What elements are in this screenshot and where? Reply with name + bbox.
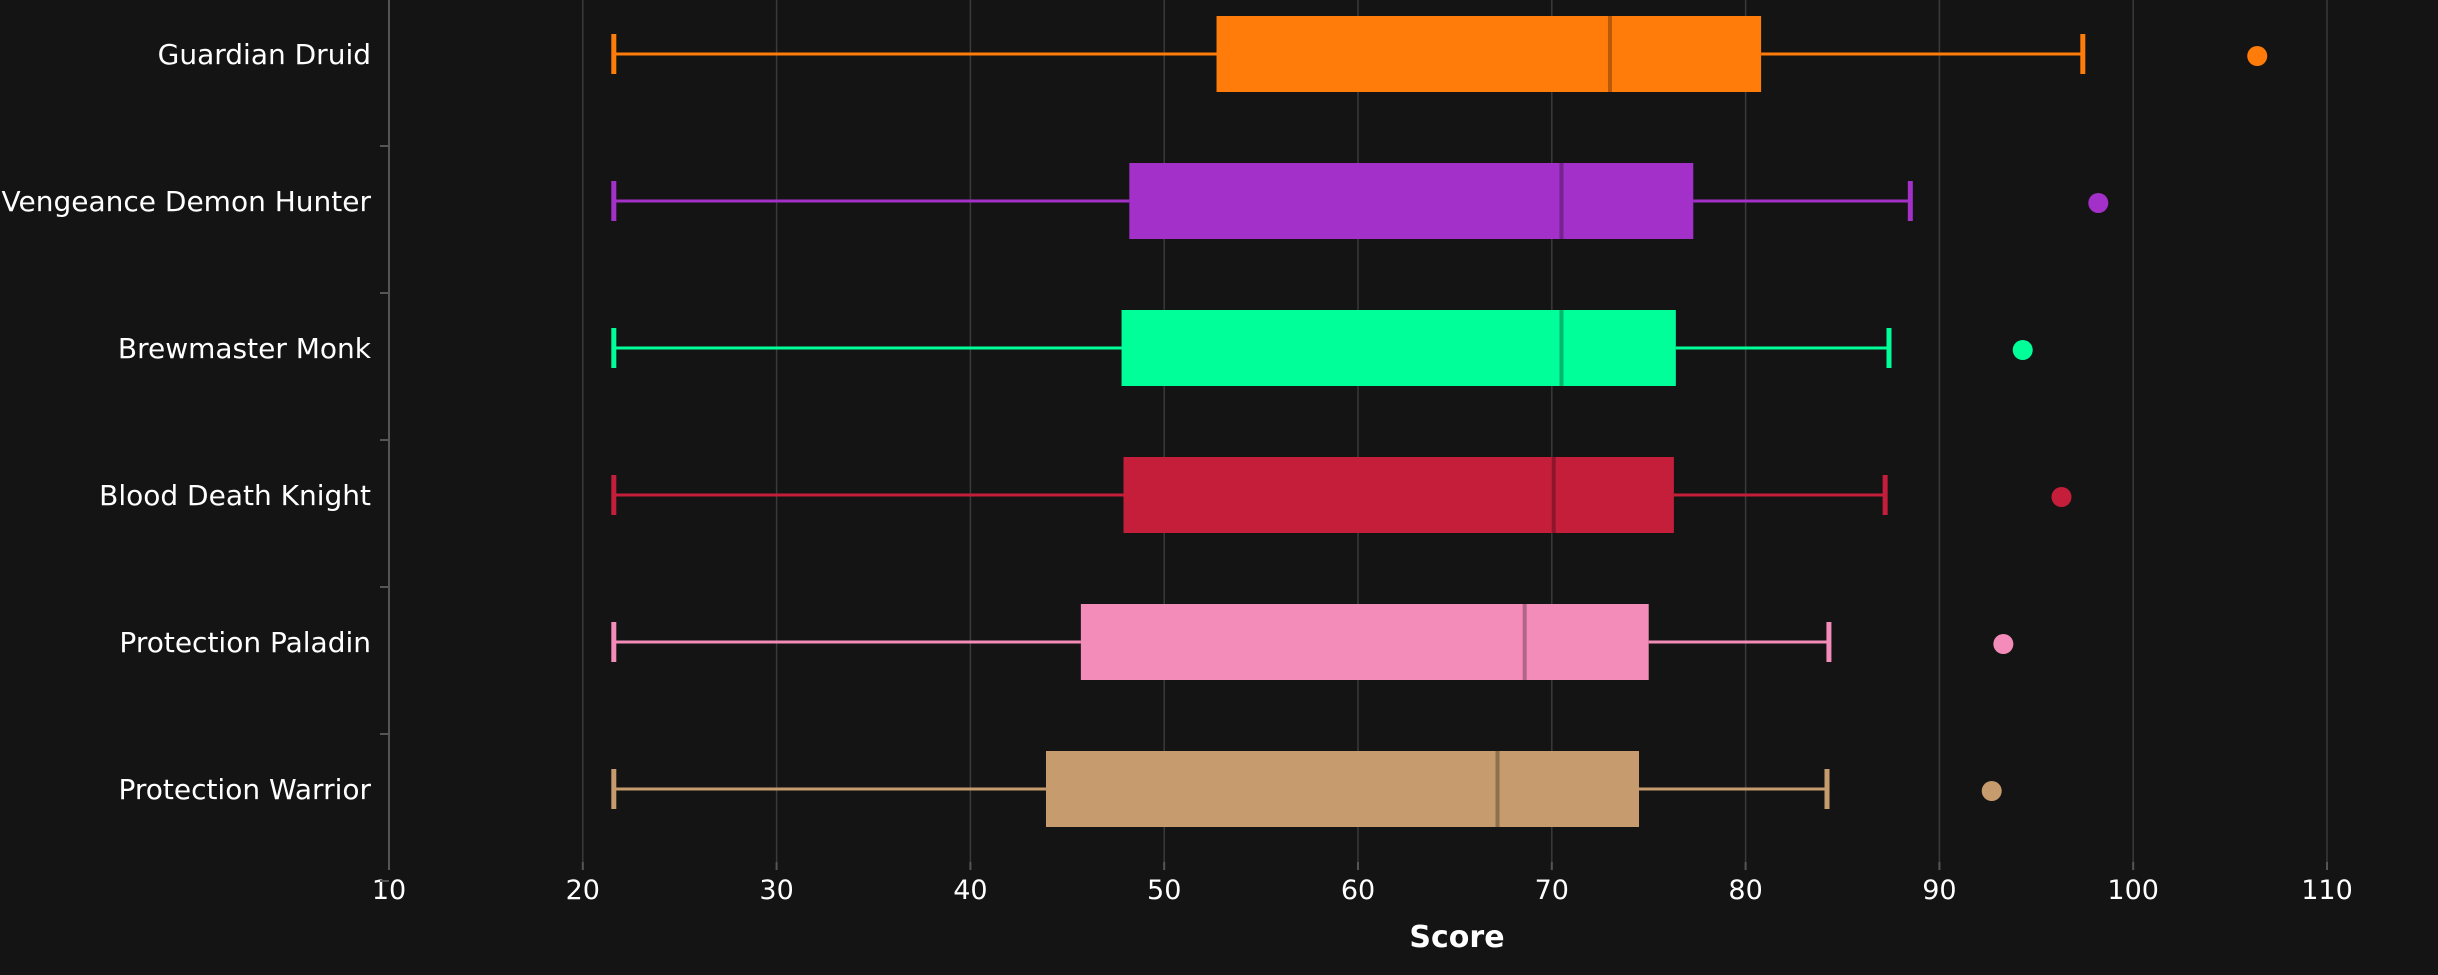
x-tick-label-60: 60 — [1341, 875, 1375, 906]
box-brewmaster-monk — [611, 310, 2033, 386]
iqr-box-protection-paladin — [1080, 604, 1649, 680]
outlier-brewmaster-monk-0 — [2012, 340, 2033, 360]
x-axis-title: Score — [1409, 920, 1504, 955]
box-protection-paladin — [611, 604, 2014, 680]
iqr-box-guardian-druid — [1216, 16, 1762, 92]
x-tick-label-110: 110 — [2301, 875, 2353, 906]
outlier-blood-death-knight-0 — [2051, 487, 2072, 507]
x-tick-label-20: 20 — [566, 875, 600, 906]
outlier-protection-paladin-0 — [1993, 634, 2014, 654]
box-protection-warrior — [611, 751, 2002, 827]
category-label-vengeance-demon-hunter: Vengeance Demon Hunter — [2, 185, 372, 218]
iqr-box-brewmaster-monk — [1121, 310, 1676, 386]
x-tick-label-100: 100 — [2107, 875, 2159, 906]
category-label-blood-death-knight: Blood Death Knight — [99, 479, 371, 512]
category-label-brewmaster-monk: Brewmaster Monk — [118, 332, 372, 365]
grid-layer — [582, 0, 2328, 862]
outlier-vengeance-demon-hunter-0 — [2088, 193, 2109, 213]
iqr-box-protection-warrior — [1045, 751, 1640, 827]
x-tick-label-80: 80 — [1728, 875, 1762, 906]
x-tick-label-10: 10 — [372, 875, 406, 906]
x-tick-label-30: 30 — [759, 875, 793, 906]
box-vengeance-demon-hunter — [611, 163, 2109, 239]
category-label-protection-warrior: Protection Warrior — [118, 773, 371, 806]
x-tick-label-50: 50 — [1147, 875, 1181, 906]
box-guardian-druid — [611, 16, 2268, 92]
box-blood-death-knight — [611, 457, 2072, 533]
category-label-guardian-druid: Guardian Druid — [158, 38, 371, 71]
axis-layer: 10 20 30 40 50 60 70 80 90 100 110 — [372, 0, 2353, 906]
outlier-guardian-druid-0 — [2247, 46, 2268, 66]
label-layer: Guardian Druid Vengeance Demon Hunter Brew… — [2, 38, 372, 806]
x-tick-label-90: 90 — [1922, 875, 1956, 906]
x-tick-label-40: 40 — [953, 875, 987, 906]
iqr-box-vengeance-demon-hunter — [1129, 163, 1694, 239]
x-tick-label-70: 70 — [1535, 875, 1569, 906]
category-label-protection-paladin: Protection Paladin — [119, 626, 371, 659]
iqr-box-blood-death-knight — [1123, 457, 1674, 533]
outlier-protection-warrior-0 — [1981, 781, 2002, 801]
box-layer — [611, 16, 2268, 827]
